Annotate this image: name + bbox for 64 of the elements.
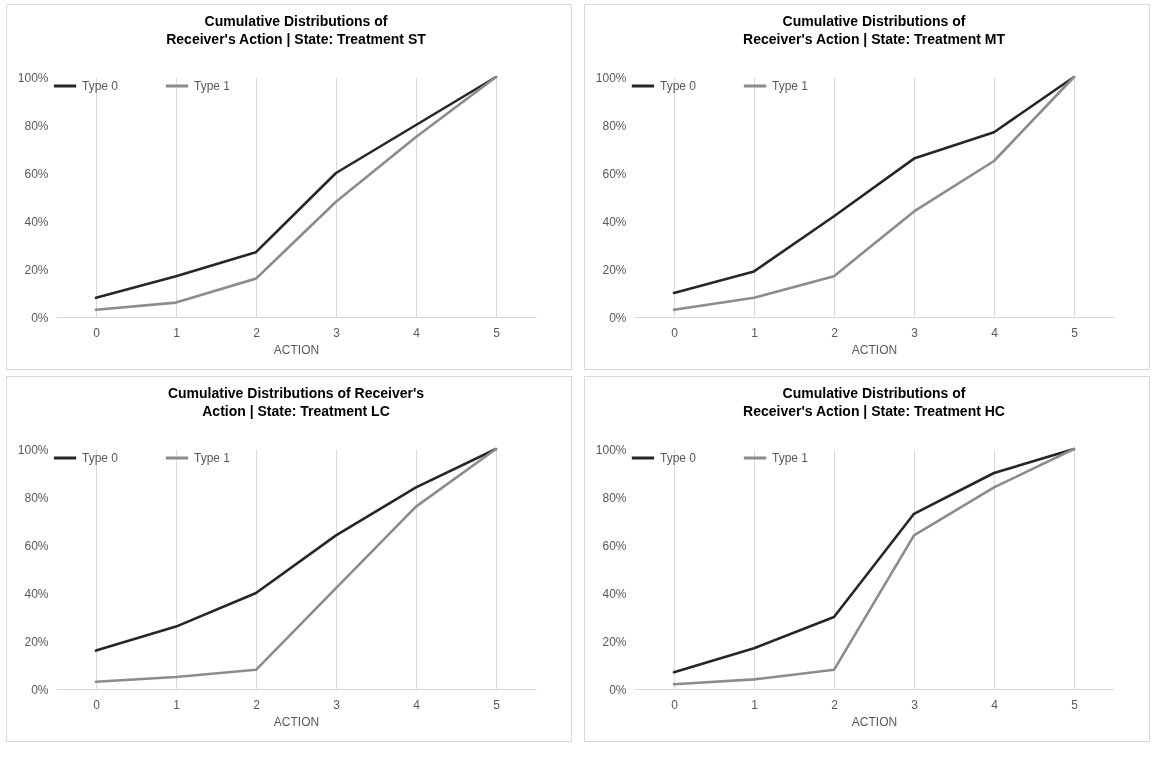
y-tick-label: 0% bbox=[31, 682, 49, 697]
x-tick-label: 4 bbox=[991, 325, 999, 340]
x-tick-label: 4 bbox=[413, 325, 421, 340]
y-tick-label: 40% bbox=[602, 586, 627, 601]
y-tick-label: 20% bbox=[602, 634, 627, 649]
x-tick-label: 3 bbox=[911, 325, 919, 340]
x-tick-label: 0 bbox=[93, 325, 101, 340]
x-tick-label: 5 bbox=[1071, 325, 1079, 340]
y-tick-label: 80% bbox=[24, 490, 49, 505]
y-tick-label: 20% bbox=[24, 262, 49, 277]
x-tick-label: 1 bbox=[173, 325, 181, 340]
x-tick-label: 3 bbox=[911, 697, 919, 712]
x-tick-label: 5 bbox=[1071, 697, 1079, 712]
chart-title: Cumulative Distributions of Receiver's Action | State: Treatment ST bbox=[166, 13, 427, 47]
x-tick-label: 4 bbox=[413, 697, 421, 712]
x-axis-title: ACTION bbox=[273, 342, 320, 357]
legend-label: Type 1 bbox=[772, 451, 809, 465]
legend-label: Type 1 bbox=[772, 79, 809, 93]
y-tick-label: 80% bbox=[602, 118, 627, 133]
legend-label: Type 0 bbox=[82, 451, 119, 465]
y-tick-label: 20% bbox=[602, 262, 627, 277]
legend-label: Type 1 bbox=[194, 79, 231, 93]
y-tick-label: 100% bbox=[595, 442, 627, 457]
legend-label: Type 0 bbox=[82, 79, 119, 93]
y-tick-label: 0% bbox=[609, 310, 627, 325]
legend-label: Type 0 bbox=[660, 79, 697, 93]
x-tick-label: 4 bbox=[991, 697, 999, 712]
x-axis-title: ACTION bbox=[851, 714, 898, 729]
y-tick-label: 60% bbox=[24, 166, 49, 181]
chart-title: Cumulative Distributions of Receiver's Action | State: Treatment HC bbox=[743, 385, 1005, 419]
x-tick-label: 2 bbox=[831, 325, 839, 340]
x-tick-label: 3 bbox=[333, 325, 341, 340]
chart-title: Cumulative Distributions of Receiver's Action | State: Treatment LC bbox=[167, 385, 425, 419]
x-tick-label: 2 bbox=[253, 697, 261, 712]
x-axis-title: ACTION bbox=[851, 342, 898, 357]
x-tick-label: 3 bbox=[333, 697, 341, 712]
y-tick-label: 40% bbox=[24, 586, 49, 601]
y-tick-label: 100% bbox=[17, 442, 49, 457]
y-tick-label: 40% bbox=[24, 214, 49, 229]
x-axis-title: ACTION bbox=[273, 714, 320, 729]
y-tick-label: 60% bbox=[24, 538, 49, 553]
y-tick-label: 80% bbox=[24, 118, 49, 133]
y-tick-label: 60% bbox=[602, 538, 627, 553]
y-tick-label: 100% bbox=[17, 70, 49, 85]
y-tick-label: 60% bbox=[602, 166, 627, 181]
x-tick-label: 0 bbox=[671, 325, 679, 340]
y-tick-label: 40% bbox=[602, 214, 627, 229]
y-tick-label: 0% bbox=[31, 310, 49, 325]
x-tick-label: 2 bbox=[253, 325, 261, 340]
x-tick-label: 1 bbox=[751, 325, 759, 340]
y-tick-label: 100% bbox=[595, 70, 627, 85]
legend-label: Type 0 bbox=[660, 451, 697, 465]
x-tick-label: 1 bbox=[751, 697, 759, 712]
x-tick-label: 0 bbox=[93, 697, 101, 712]
x-tick-label: 0 bbox=[671, 697, 679, 712]
chart-title: Cumulative Distributions of Receiver's Action | State: Treatment MT bbox=[743, 13, 1006, 47]
x-tick-label: 5 bbox=[493, 325, 501, 340]
y-tick-label: 0% bbox=[609, 682, 627, 697]
x-tick-label: 2 bbox=[831, 697, 839, 712]
x-tick-label: 5 bbox=[493, 697, 501, 712]
legend-label: Type 1 bbox=[194, 451, 231, 465]
y-tick-label: 80% bbox=[602, 490, 627, 505]
y-tick-label: 20% bbox=[24, 634, 49, 649]
x-tick-label: 1 bbox=[173, 697, 181, 712]
